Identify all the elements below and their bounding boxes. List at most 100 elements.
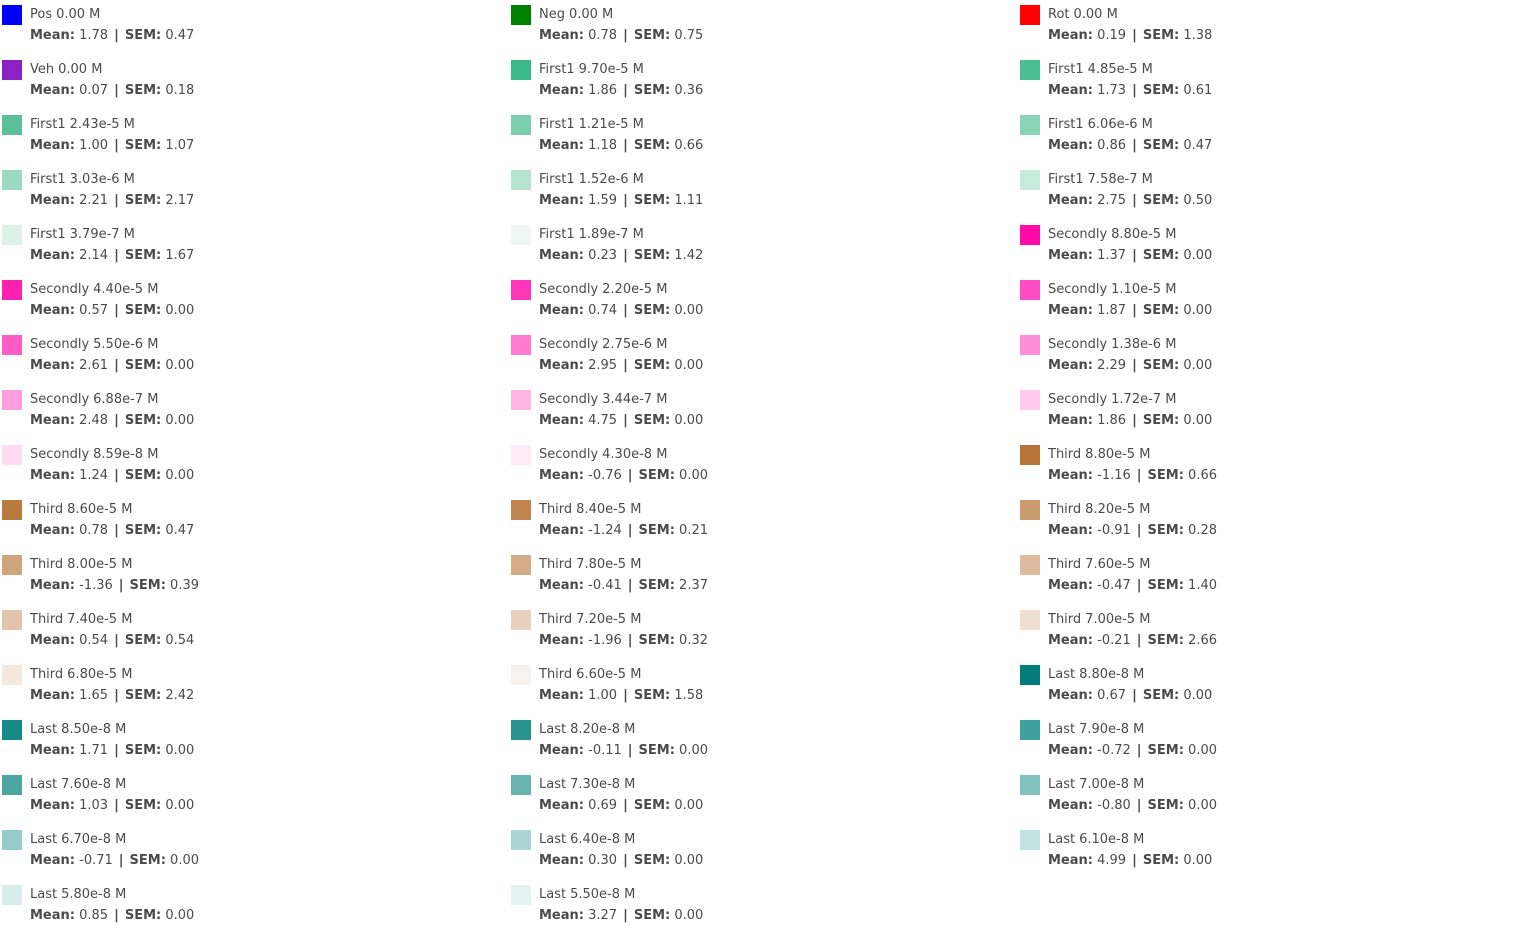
- legend-entry[interactable]: Last 7.60e-8 M Mean: 1.03 | SEM: 0.00: [2, 774, 502, 829]
- legend-entry[interactable]: Third 8.80e-5 M Mean: -1.16 | SEM: 0.66: [1020, 444, 1520, 499]
- legend-entry[interactable]: Secondly 1.72e-7 M Mean: 1.86 | SEM: 0.00: [1020, 389, 1520, 444]
- legend-entry[interactable]: Third 8.60e-5 M Mean: 0.78 | SEM: 0.47: [2, 499, 502, 554]
- legend-entry[interactable]: First1 3.03e-6 M Mean: 2.21 | SEM: 2.17: [2, 169, 502, 224]
- legend-entry[interactable]: First1 4.85e-5 M Mean: 1.73 | SEM: 0.61: [1020, 59, 1520, 114]
- legend-entry[interactable]: Neg 0.00 M Mean: 0.78 | SEM: 0.75: [511, 4, 1011, 59]
- sem-key: SEM:: [1142, 138, 1180, 153]
- sem-value: 0.75: [674, 28, 704, 43]
- series-label: Third: [539, 557, 573, 572]
- legend-entry[interactable]: Third 7.20e-5 M Mean: -1.96 | SEM: 0.32: [511, 609, 1011, 664]
- legend-entry[interactable]: First1 1.89e-7 M Mean: 0.23 | SEM: 1.42: [511, 224, 1011, 279]
- concentration-value: 6.10e-8 M: [1079, 832, 1145, 847]
- legend-entry[interactable]: Last 8.80e-8 M Mean: 0.67 | SEM: 0.00: [1020, 664, 1520, 719]
- legend-entry[interactable]: Secondly 2.20e-5 M Mean: 0.74 | SEM: 0.00: [511, 279, 1011, 334]
- legend-entry[interactable]: Last 5.50e-8 M Mean: 3.27 | SEM: 0.00: [511, 884, 1011, 939]
- mean-key: Mean:: [1048, 303, 1093, 318]
- entry-stats: Mean: -0.72 | SEM: 0.00: [1048, 742, 1217, 760]
- mean-value: -0.41: [588, 578, 622, 593]
- legend-entry[interactable]: Secondly 2.75e-6 M Mean: 2.95 | SEM: 0.00: [511, 334, 1011, 389]
- entry-stats: Mean: 0.07 | SEM: 0.18: [30, 82, 194, 100]
- entry-title: Pos 0.00 M: [30, 6, 100, 24]
- concentration-value: 0.00 M: [56, 7, 101, 22]
- mean-value: 2.75: [1097, 193, 1127, 208]
- mean-key: Mean:: [539, 743, 584, 758]
- entry-title: Last 5.50e-8 M: [539, 886, 635, 904]
- mean-key: Mean:: [1048, 633, 1093, 648]
- legend-entry[interactable]: Last 6.10e-8 M Mean: 4.99 | SEM: 0.00: [1020, 829, 1520, 884]
- concentration-value: 7.00e-8 M: [1079, 777, 1145, 792]
- series-label: Last: [1048, 722, 1076, 737]
- mean-value: 1.86: [588, 83, 618, 98]
- legend-entry[interactable]: Third 8.20e-5 M Mean: -0.91 | SEM: 0.28: [1020, 499, 1520, 554]
- color-swatch: [511, 830, 531, 850]
- legend-entry[interactable]: Secondly 4.30e-8 M Mean: -0.76 | SEM: 0.00: [511, 444, 1011, 499]
- legend-entry[interactable]: Pos 0.00 M Mean: 1.78 | SEM: 0.47: [2, 4, 502, 59]
- legend-entry[interactable]: First1 1.21e-5 M Mean: 1.18 | SEM: 0.66: [511, 114, 1011, 169]
- entry-title: First1 6.06e-6 M: [1048, 116, 1153, 134]
- entry-title: Last 8.50e-8 M: [30, 721, 126, 739]
- legend-entry[interactable]: Last 7.00e-8 M Mean: -0.80 | SEM: 0.00: [1020, 774, 1520, 829]
- legend-entry[interactable]: Third 6.60e-5 M Mean: 1.00 | SEM: 1.58: [511, 664, 1011, 719]
- legend-entry[interactable]: Third 8.40e-5 M Mean: -1.24 | SEM: 0.21: [511, 499, 1011, 554]
- legend-entry[interactable]: First1 6.06e-6 M Mean: 0.86 | SEM: 0.47: [1020, 114, 1520, 169]
- stats-separator: |: [623, 798, 628, 813]
- sem-key: SEM:: [638, 743, 675, 758]
- color-swatch: [511, 445, 531, 465]
- mean-key: Mean:: [539, 853, 584, 868]
- legend-entry[interactable]: First1 7.58e-7 M Mean: 2.75 | SEM: 0.50: [1020, 169, 1520, 224]
- entry-title: Third 6.80e-5 M: [30, 666, 132, 684]
- entry-stats: Mean: 1.78 | SEM: 0.47: [30, 27, 194, 45]
- sem-value: 0.32: [679, 633, 708, 648]
- legend-entry[interactable]: Secondly 6.88e-7 M Mean: 2.48 | SEM: 0.00: [2, 389, 502, 444]
- stats-separator: |: [114, 28, 119, 43]
- mean-key: Mean:: [1048, 578, 1093, 593]
- legend-entry[interactable]: Third 8.00e-5 M Mean: -1.36 | SEM: 0.39: [2, 554, 502, 609]
- series-label: Secondly: [30, 337, 90, 352]
- legend-entry[interactable]: Third 7.00e-5 M Mean: -0.21 | SEM: 2.66: [1020, 609, 1520, 664]
- sem-value: 0.00: [674, 908, 704, 923]
- sem-value: 0.00: [674, 413, 704, 428]
- concentration-value: 1.10e-5 M: [1111, 282, 1177, 297]
- legend-entry[interactable]: Third 6.80e-5 M Mean: 1.65 | SEM: 2.42: [2, 664, 502, 719]
- sem-value: 0.21: [679, 523, 708, 538]
- legend-entry[interactable]: Secondly 3.44e-7 M Mean: 4.75 | SEM: 0.00: [511, 389, 1011, 444]
- legend-entry[interactable]: Third 7.40e-5 M Mean: 0.54 | SEM: 0.54: [2, 609, 502, 664]
- entry-stats: Mean: -1.96 | SEM: 0.32: [539, 632, 708, 650]
- series-label: Secondly: [1048, 392, 1108, 407]
- sem-key: SEM:: [1142, 688, 1180, 703]
- legend-entry[interactable]: Veh 0.00 M Mean: 0.07 | SEM: 0.18: [2, 59, 502, 114]
- legend-entry[interactable]: First1 2.43e-5 M Mean: 1.00 | SEM: 1.07: [2, 114, 502, 169]
- concentration-value: 7.40e-5 M: [67, 612, 133, 627]
- stats-separator: |: [1132, 83, 1137, 98]
- mean-value: 0.19: [1097, 28, 1127, 43]
- sem-value: 0.00: [165, 468, 195, 483]
- legend-entry[interactable]: Last 5.80e-8 M Mean: 0.85 | SEM: 0.00: [2, 884, 502, 939]
- stats-separator: |: [1132, 248, 1137, 263]
- legend-entry[interactable]: Third 7.80e-5 M Mean: -0.41 | SEM: 2.37: [511, 554, 1011, 609]
- legend-entry[interactable]: Secondly 5.50e-6 M Mean: 2.61 | SEM: 0.00: [2, 334, 502, 389]
- legend-entry[interactable]: Last 7.30e-8 M Mean: 0.69 | SEM: 0.00: [511, 774, 1011, 829]
- concentration-value: 2.43e-5 M: [69, 117, 135, 132]
- legend-entry[interactable]: Secondly 8.80e-5 M Mean: 1.37 | SEM: 0.00: [1020, 224, 1520, 279]
- sem-key: SEM:: [124, 908, 162, 923]
- legend-entry[interactable]: Last 8.50e-8 M Mean: 1.71 | SEM: 0.00: [2, 719, 502, 774]
- legend-entry[interactable]: Third 7.60e-5 M Mean: -0.47 | SEM: 1.40: [1020, 554, 1520, 609]
- concentration-value: 6.40e-8 M: [570, 832, 636, 847]
- legend-entry[interactable]: Last 8.20e-8 M Mean: -0.11 | SEM: 0.00: [511, 719, 1011, 774]
- legend-entry[interactable]: Secondly 4.40e-5 M Mean: 0.57 | SEM: 0.00: [2, 279, 502, 334]
- entry-stats: Mean: 1.03 | SEM: 0.00: [30, 797, 194, 815]
- legend-entry[interactable]: Secondly 8.59e-8 M Mean: 1.24 | SEM: 0.00: [2, 444, 502, 499]
- legend-entry[interactable]: First1 9.70e-5 M Mean: 1.86 | SEM: 0.36: [511, 59, 1011, 114]
- stats-separator: |: [1136, 743, 1142, 758]
- legend-entry[interactable]: Last 6.70e-8 M Mean: -0.71 | SEM: 0.00: [2, 829, 502, 884]
- legend-entry[interactable]: First1 1.52e-6 M Mean: 1.59 | SEM: 1.11: [511, 169, 1011, 224]
- legend-entry[interactable]: Rot 0.00 M Mean: 0.19 | SEM: 1.38: [1020, 4, 1520, 59]
- legend-entry[interactable]: Secondly 1.10e-5 M Mean: 1.87 | SEM: 0.00: [1020, 279, 1520, 334]
- concentration-value: 1.72e-7 M: [1111, 392, 1177, 407]
- series-label: Third: [30, 612, 64, 627]
- legend-entry[interactable]: Last 7.90e-8 M Mean: -0.72 | SEM: 0.00: [1020, 719, 1520, 774]
- legend-entry[interactable]: Last 6.40e-8 M Mean: 0.30 | SEM: 0.00: [511, 829, 1011, 884]
- legend-entry[interactable]: First1 3.79e-7 M Mean: 2.14 | SEM: 1.67: [2, 224, 502, 279]
- sem-value: 0.00: [1183, 413, 1213, 428]
- legend-entry[interactable]: Secondly 1.38e-6 M Mean: 2.29 | SEM: 0.00: [1020, 334, 1520, 389]
